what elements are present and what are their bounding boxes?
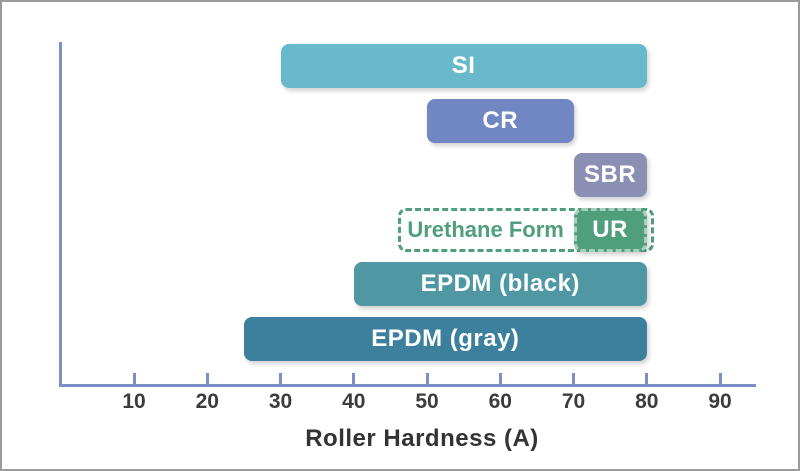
x-tick-label-90: 90 [708,390,732,413]
bar-cr: CR [427,98,574,143]
x-axis-line [59,384,756,387]
x-tick-20 [205,373,209,384]
x-tick-60 [498,373,502,384]
x-axis-label: Roller Hardness (A) [305,425,539,452]
x-tick-80 [645,373,649,384]
bar-urethane-form-outline [397,207,655,252]
x-tick-label-60: 60 [488,390,512,413]
x-tick-label-70: 70 [561,390,586,413]
x-tick-50 [425,373,429,384]
x-tick-label-20: 20 [195,390,219,413]
bar-sbr: SBR [573,153,647,197]
x-tick-label-10: 10 [122,390,146,413]
x-tick-label-80: 80 [635,390,659,413]
x-tick-90 [718,373,722,384]
bar-si: SI [280,44,647,88]
x-tick-10 [132,373,136,384]
x-tick-30 [279,373,282,384]
x-tick-label-50: 50 [415,390,439,413]
x-tick-label-40: 40 [342,390,366,413]
y-axis-line [59,42,62,387]
x-tick-label-30: 30 [268,390,293,413]
x-tick-70 [572,373,575,384]
bar-ur: UR [573,207,647,252]
bar-urethane-form-label: Urethane Form [407,216,564,242]
x-tick-40 [352,373,356,384]
bar-epdm-gray: EPDM (gray) [243,316,647,361]
bar-epdm-black: EPDM (black) [353,262,647,306]
